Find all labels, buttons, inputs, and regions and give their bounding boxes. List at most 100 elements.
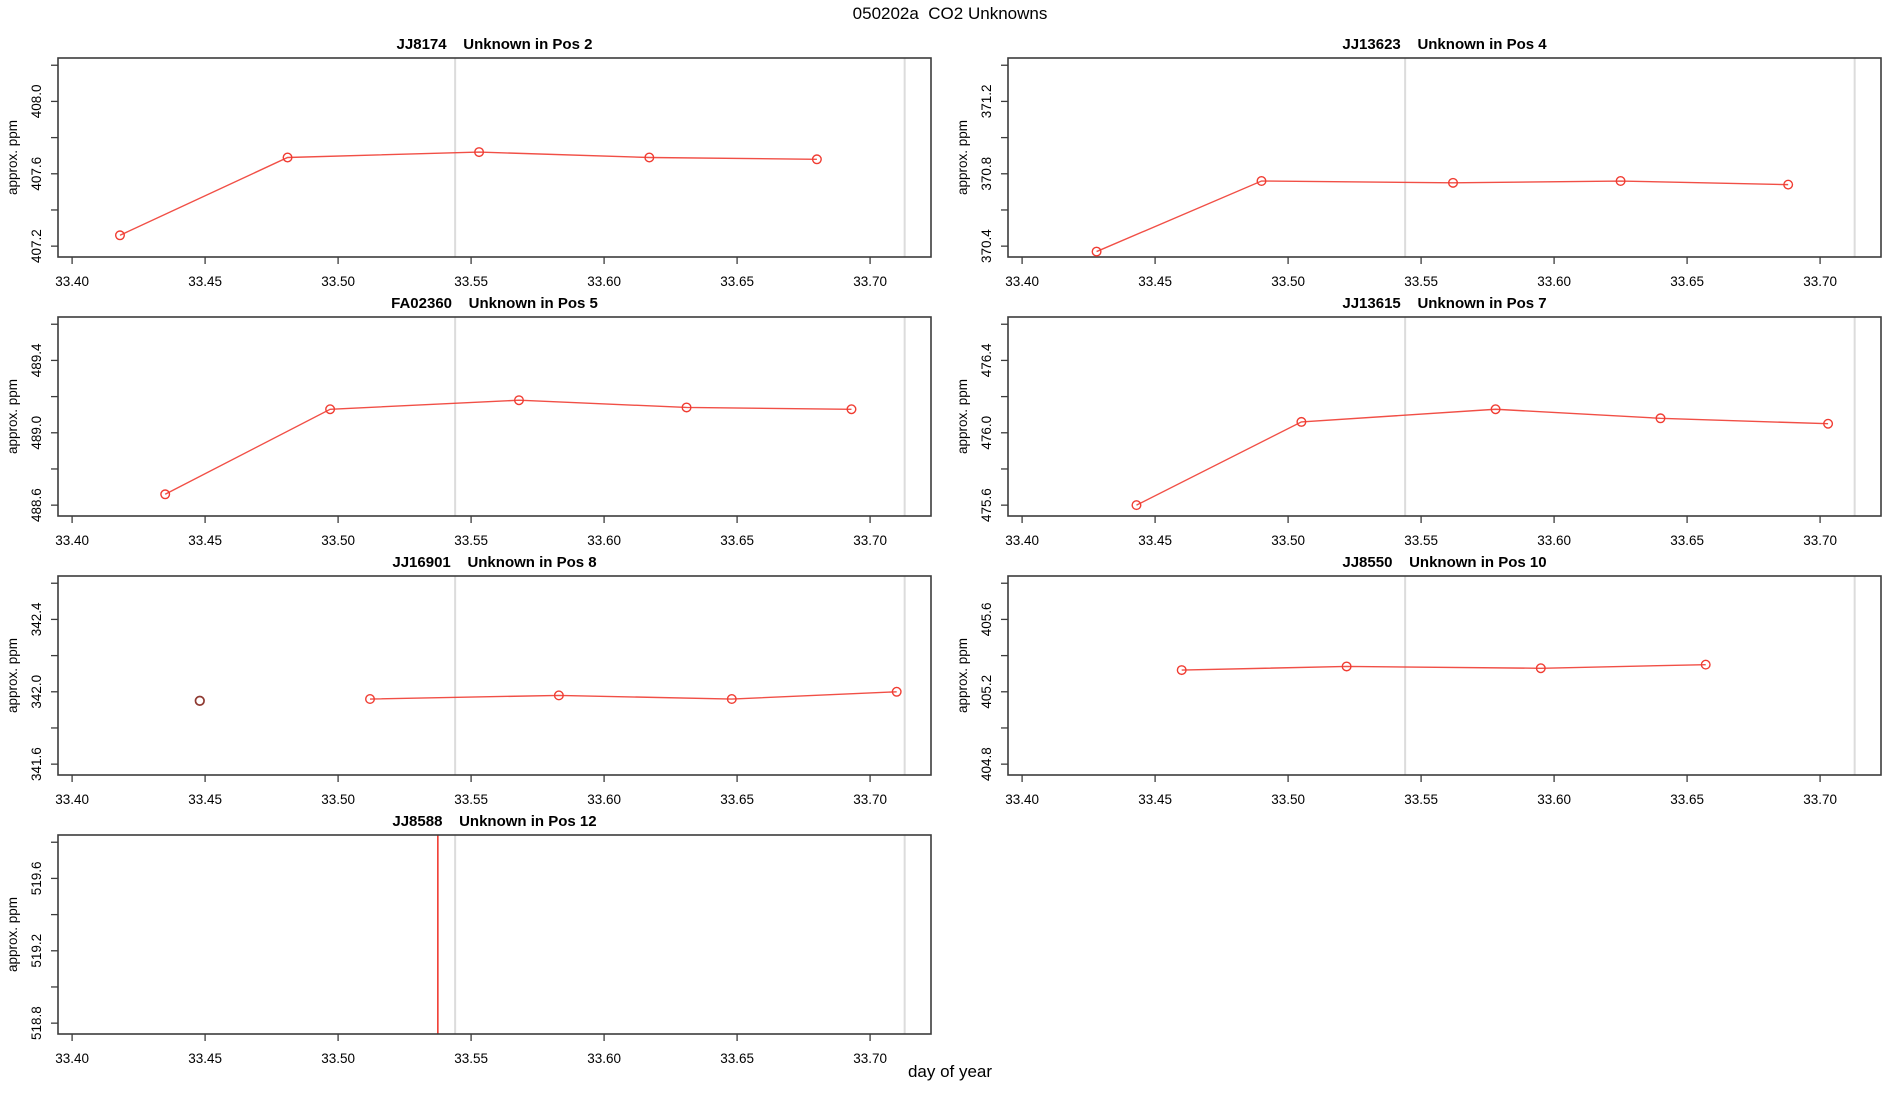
svg-text:33.55: 33.55	[1404, 274, 1438, 289]
svg-text:33.65: 33.65	[1670, 533, 1704, 548]
svg-text:33.45: 33.45	[1138, 533, 1172, 548]
subplot-title: FA02360 Unknown in Pos 5	[391, 295, 598, 312]
svg-text:approx. ppm: approx. ppm	[955, 379, 970, 454]
svg-text:approx. ppm: approx. ppm	[5, 120, 20, 195]
svg-text:33.45: 33.45	[188, 274, 222, 289]
svg-text:408.0: 408.0	[29, 85, 44, 119]
subplot-jj8550-pos10: JJ8550 Unknown in Pos 10 33.40 33.45 33.50…	[950, 548, 1900, 807]
subplot-title: JJ8588 Unknown in Pos 12	[392, 813, 597, 830]
svg-text:33.40: 33.40	[1005, 792, 1039, 807]
svg-text:33.50: 33.50	[1271, 533, 1305, 548]
svg-text:approx. ppm: approx. ppm	[5, 638, 20, 713]
svg-text:476.4: 476.4	[979, 343, 994, 377]
x-axis-title: day of year	[907, 1062, 993, 1081]
svg-text:33.45: 33.45	[188, 533, 222, 548]
svg-text:489.0: 489.0	[29, 416, 44, 450]
svg-text:33.70: 33.70	[1803, 274, 1837, 289]
svg-text:407.6: 407.6	[29, 157, 44, 191]
svg-text:33.55: 33.55	[1404, 533, 1438, 548]
svg-text:33.70: 33.70	[1803, 533, 1837, 548]
subplot-title: JJ13615 Unknown in Pos 7	[1342, 295, 1547, 312]
svg-text:33.40: 33.40	[55, 792, 89, 807]
svg-text:341.6: 341.6	[29, 747, 44, 781]
svg-text:342.4: 342.4	[29, 602, 44, 636]
svg-text:33.50: 33.50	[321, 1051, 355, 1066]
plot-canvas-jj16901: 33.40 33.45 33.50 33.55 33.60 33.65 33.70 341.6…	[5, 575, 932, 807]
svg-text:33.50: 33.50	[321, 792, 355, 807]
svg-text:33.70: 33.70	[853, 792, 887, 807]
svg-text:519.2: 519.2	[29, 934, 44, 968]
svg-text:33.65: 33.65	[720, 792, 754, 807]
subplot-jj13615-pos7: JJ13615 Unknown in Pos 7 33.40 33.45 33.50…	[950, 289, 1900, 548]
svg-text:407.2: 407.2	[29, 229, 44, 263]
figure-title: 050202a CO2 Unknowns	[852, 4, 1048, 23]
svg-text:approx. ppm: approx. ppm	[5, 379, 20, 454]
svg-text:33.65: 33.65	[1670, 274, 1704, 289]
subplot-jj8174-pos2: JJ8174 Unknown in Pos 2 33.40 33.45 33.50 3…	[0, 30, 950, 289]
subplot-title: JJ13623 Unknown in Pos 4	[1342, 36, 1547, 53]
svg-text:475.6: 475.6	[979, 488, 994, 522]
svg-text:33.50: 33.50	[321, 274, 355, 289]
plot-canvas-fa02360: 33.40 33.45 33.50 33.55 33.60 33.65 33.70 488.6…	[5, 316, 932, 548]
svg-text:33.60: 33.60	[587, 792, 621, 807]
plot-canvas-jj13615: 33.40 33.45 33.50 33.55 33.60 33.65 33.70 475.6…	[955, 316, 1882, 548]
plot-canvas-jj13623: 33.40 33.45 33.50 33.55 33.60 33.65 33.70 370.4…	[955, 57, 1882, 289]
svg-text:approx. ppm: approx. ppm	[5, 897, 20, 972]
svg-text:33.55: 33.55	[454, 274, 488, 289]
svg-text:33.55: 33.55	[454, 533, 488, 548]
svg-text:404.8: 404.8	[979, 747, 994, 781]
svg-text:33.50: 33.50	[321, 533, 355, 548]
subplot-jj16901-pos8: JJ16901 Unknown in Pos 8 33.40 33.45 33.50…	[0, 548, 950, 807]
svg-text:518.8: 518.8	[29, 1006, 44, 1040]
svg-text:33.65: 33.65	[720, 533, 754, 548]
svg-text:33.60: 33.60	[587, 533, 621, 548]
svg-text:33.55: 33.55	[454, 1051, 488, 1066]
svg-text:33.65: 33.65	[1670, 792, 1704, 807]
svg-text:33.45: 33.45	[188, 792, 222, 807]
svg-text:33.50: 33.50	[1271, 792, 1305, 807]
svg-text:33.70: 33.70	[853, 533, 887, 548]
svg-text:342.0: 342.0	[29, 675, 44, 709]
subplot-jj13623-pos4: JJ13623 Unknown in Pos 4 33.40 33.45 33.50…	[950, 30, 1900, 289]
svg-text:33.70: 33.70	[853, 1051, 887, 1066]
svg-text:33.45: 33.45	[188, 1051, 222, 1066]
svg-text:489.4: 489.4	[29, 343, 44, 377]
svg-text:33.65: 33.65	[720, 1051, 754, 1066]
svg-text:488.6: 488.6	[29, 488, 44, 522]
subplot-fa02360-pos5: FA02360 Unknown in Pos 5 33.40 33.45 33.50…	[0, 289, 950, 548]
svg-text:33.40: 33.40	[55, 533, 89, 548]
svg-text:371.2: 371.2	[979, 85, 994, 119]
svg-text:33.55: 33.55	[1404, 792, 1438, 807]
subplot-title: JJ16901 Unknown in Pos 8	[392, 554, 597, 571]
svg-text:33.45: 33.45	[1138, 274, 1172, 289]
svg-text:405.2: 405.2	[979, 675, 994, 709]
svg-text:370.4: 370.4	[979, 229, 994, 263]
svg-text:405.6: 405.6	[979, 603, 994, 637]
svg-text:33.55: 33.55	[454, 792, 488, 807]
subplot-title: JJ8550 Unknown in Pos 10	[1342, 554, 1547, 571]
svg-text:33.40: 33.40	[1005, 533, 1039, 548]
subplot-title: JJ8174 Unknown in Pos 2	[396, 36, 593, 53]
svg-text:33.40: 33.40	[1005, 274, 1039, 289]
svg-text:33.70: 33.70	[853, 274, 887, 289]
svg-text:370.8: 370.8	[979, 157, 994, 191]
svg-text:33.60: 33.60	[1537, 274, 1571, 289]
svg-text:519.6: 519.6	[29, 862, 44, 896]
svg-text:33.60: 33.60	[587, 274, 621, 289]
svg-text:33.45: 33.45	[1138, 792, 1172, 807]
subplot-jj8588-pos12: JJ8588 Unknown in Pos 12 33.40 33.45 33.50…	[0, 807, 950, 1066]
plot-canvas-jj8550: 33.40 33.45 33.50 33.55 33.60 33.65 33.70 404.8…	[955, 575, 1882, 807]
svg-text:476.0: 476.0	[979, 416, 994, 450]
svg-text:33.60: 33.60	[1537, 792, 1571, 807]
plot-canvas-jj8588: 33.40 33.45 33.50 33.55 33.60 33.65 33.70 518.8…	[5, 834, 932, 1066]
svg-text:33.60: 33.60	[1537, 533, 1571, 548]
svg-text:33.40: 33.40	[55, 274, 89, 289]
plot-canvas-jj8174: 33.40 33.45 33.50 33.55 33.60 33.65 33.70 407.2…	[5, 57, 932, 289]
svg-text:33.60: 33.60	[587, 1051, 621, 1066]
svg-text:33.70: 33.70	[1803, 792, 1837, 807]
svg-text:33.65: 33.65	[720, 274, 754, 289]
svg-text:approx. ppm: approx. ppm	[955, 120, 970, 195]
svg-text:approx. ppm: approx. ppm	[955, 638, 970, 713]
svg-text:33.50: 33.50	[1271, 274, 1305, 289]
